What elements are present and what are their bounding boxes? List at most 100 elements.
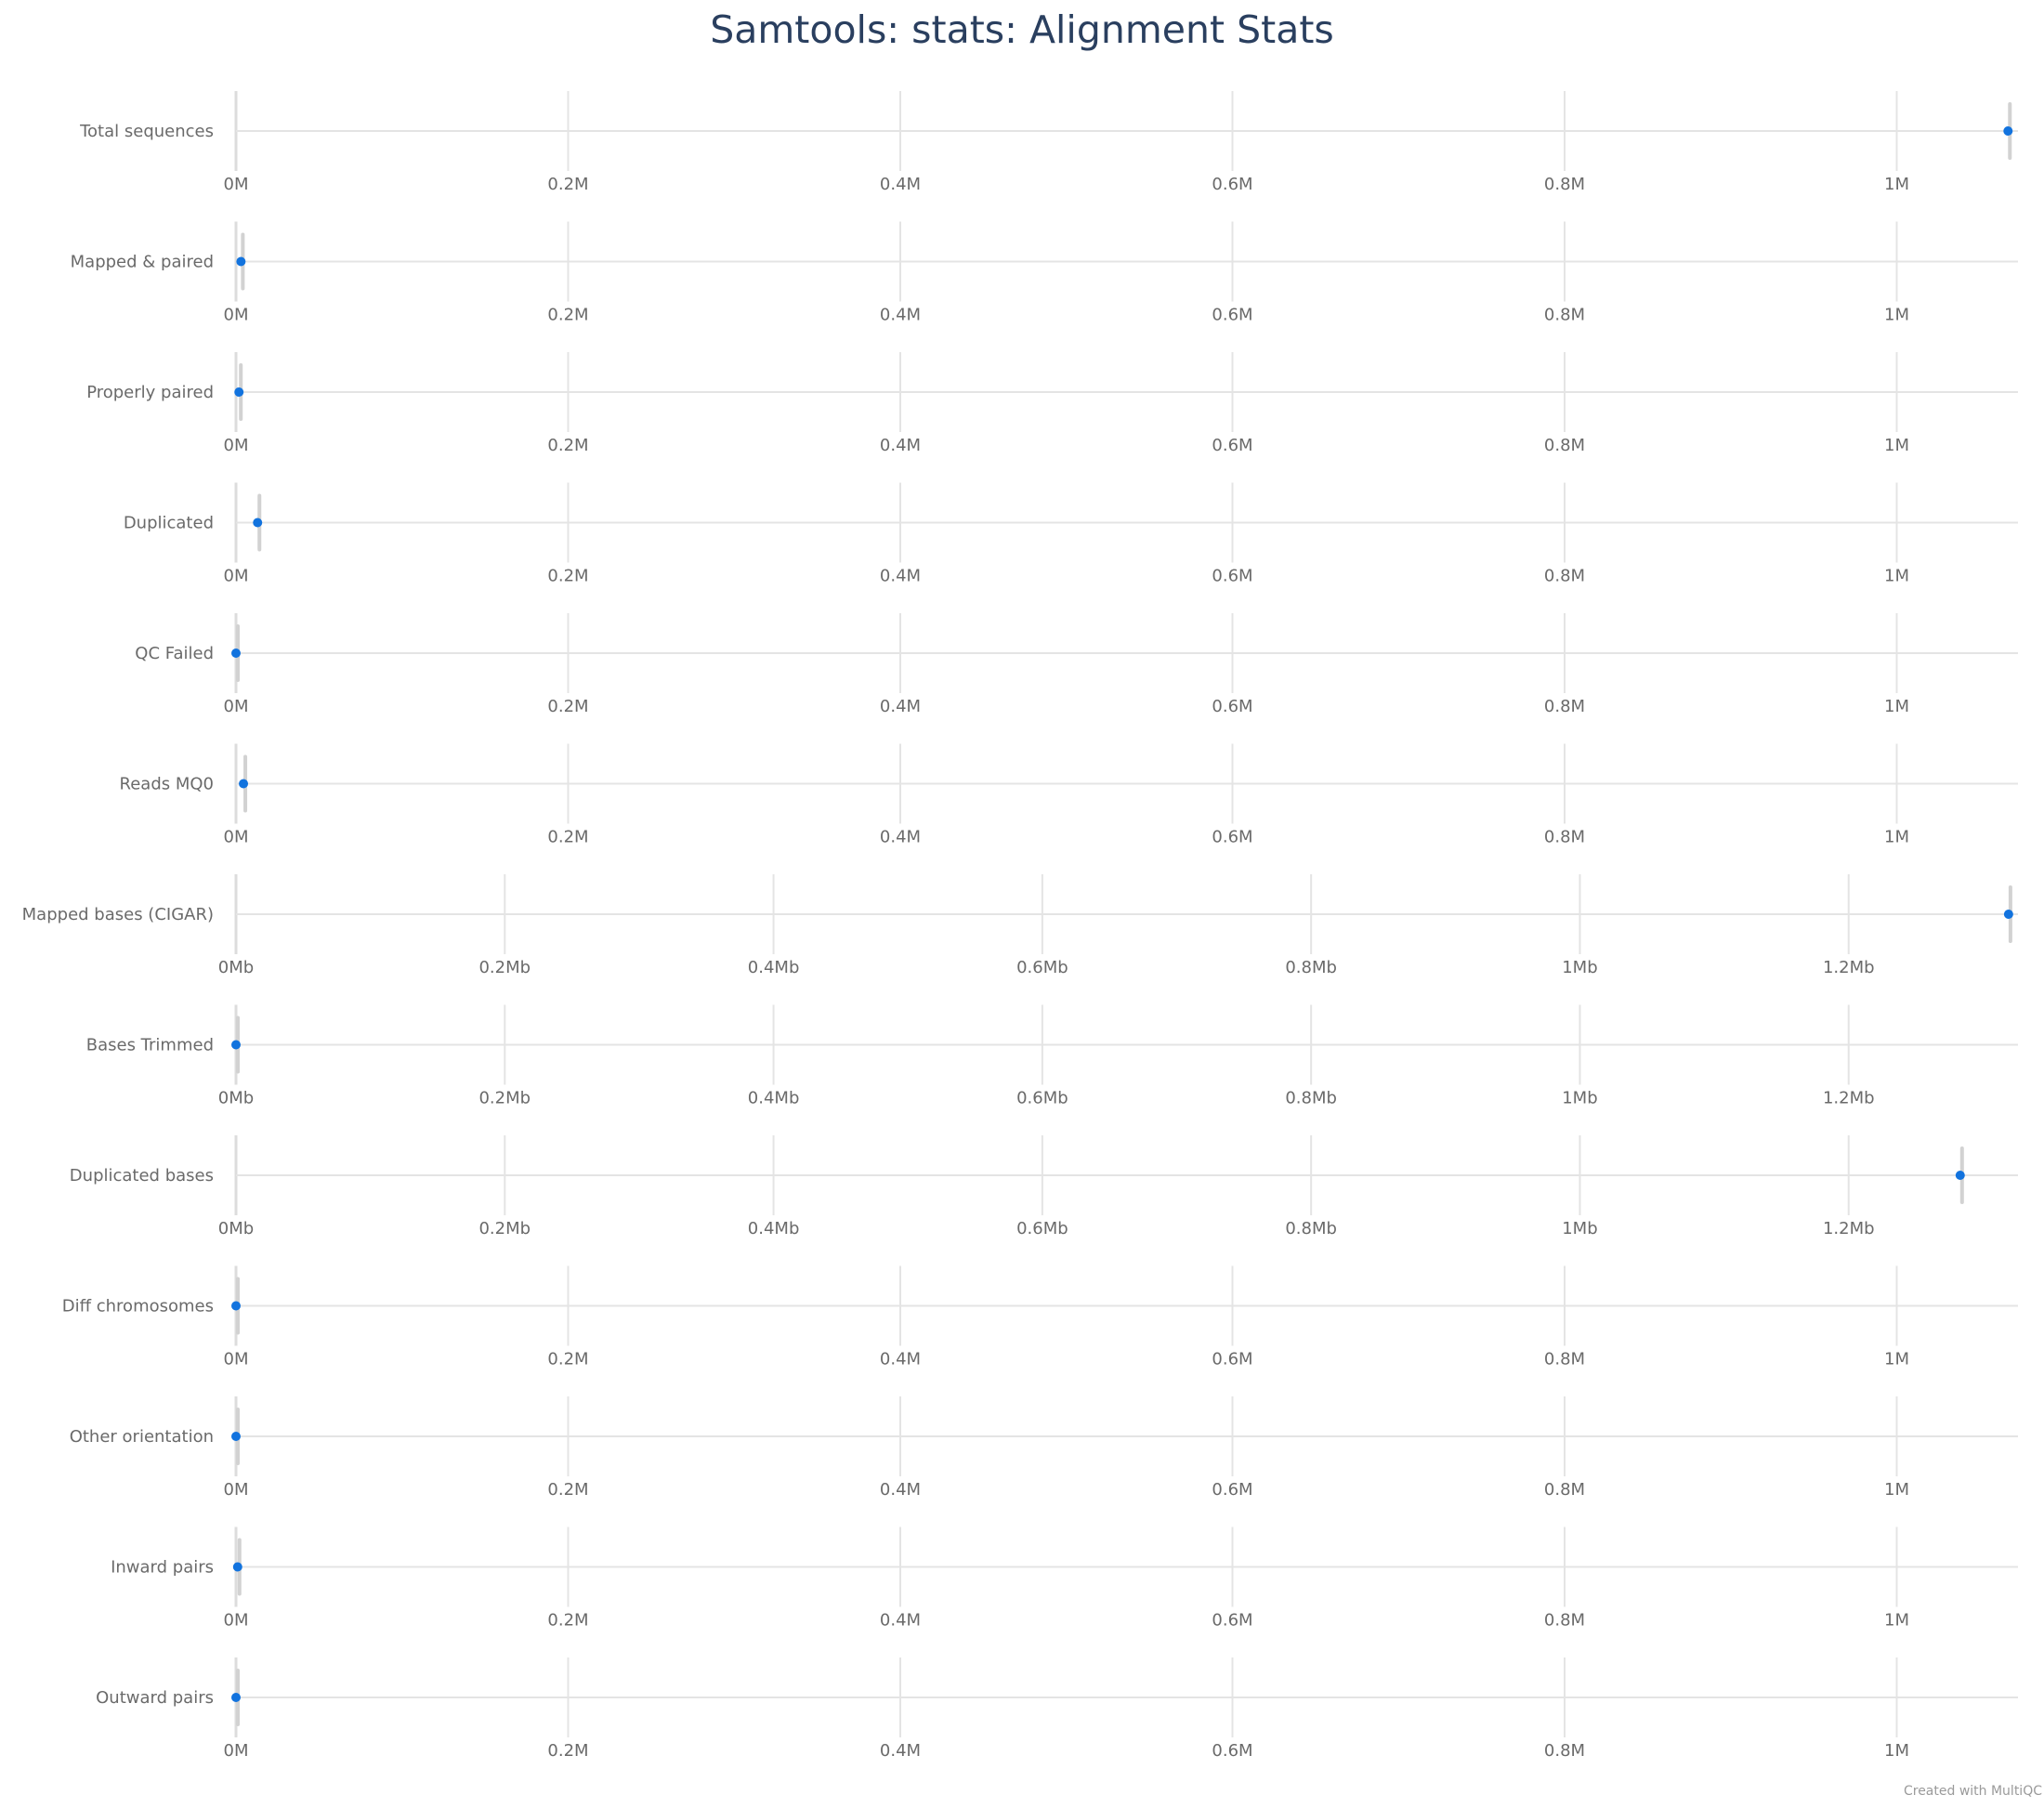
metric-row: 0M 0.2M 0.4M 0.6M 0.8M 1M Diff chromosomes [62, 1265, 2018, 1369]
tick-label: 0.4Mb [748, 958, 800, 977]
tick-label: 0.2M [547, 828, 588, 847]
metric-row: 0M 0.2M 0.4M 0.6M 0.8M 1M Outward pairs [96, 1657, 2018, 1761]
data-point [231, 1301, 241, 1311]
tick-label: 0.4M [880, 1350, 921, 1369]
tick-label: 1Mb [1562, 1219, 1597, 1238]
data-point [231, 1432, 241, 1441]
data-point [2003, 126, 2013, 136]
tick-label: 1M [1884, 1350, 1909, 1369]
data-point [231, 649, 241, 658]
tick-label: 0.2Mb [478, 1089, 531, 1108]
tick-label: 1M [1884, 828, 1909, 847]
tick-label: 0.6M [1212, 306, 1252, 325]
row-label: Duplicated bases [70, 1166, 214, 1186]
tick-label: 0M [224, 306, 249, 325]
tick-label: 0M [224, 175, 249, 194]
tick-label: 0.2M [547, 436, 588, 455]
metric-row: 0M 0.2M 0.4M 0.6M 0.8M 1M Duplicated [124, 482, 2018, 586]
tick-label: 0.4Mb [748, 1219, 800, 1238]
tick-label: 0M [224, 828, 249, 847]
metric-row: 0M 0.2M 0.4M 0.6M 0.8M 1M Total sequences [79, 91, 2018, 194]
row-label: QC Failed [135, 644, 214, 663]
row-label: Total sequences [79, 122, 214, 141]
tick-label: 0M [224, 1480, 249, 1500]
metric-row: 0Mb 0.2Mb 0.4Mb 0.6Mb 0.8Mb 1Mb 1.2Mb Duplicate… [70, 1135, 2018, 1238]
tick-label: 0.8Mb [1285, 958, 1337, 977]
tick-label: 1M [1884, 175, 1909, 194]
tick-label: 1M [1884, 1480, 1909, 1500]
tick-label: 0.4M [880, 567, 921, 586]
metric-row: 0M 0.2M 0.4M 0.6M 0.8M 1M Reads MQ0 [120, 743, 2018, 847]
tick-label: 0.4M [880, 1611, 921, 1631]
row-label: Bases Trimmed [86, 1036, 214, 1055]
tick-label: 0.8M [1544, 1741, 1585, 1761]
metric-row: 0Mb 0.2Mb 0.4Mb 0.6Mb 0.8Mb 1Mb 1.2Mb Mapped ba… [22, 874, 2018, 977]
data-point [234, 387, 244, 397]
tick-label: 0.6M [1212, 1741, 1252, 1761]
row-label: Outward pairs [96, 1688, 214, 1708]
metric-row: 0M 0.2M 0.4M 0.6M 0.8M 1M Other orientation [70, 1396, 2018, 1500]
tick-label: 1M [1884, 306, 1909, 325]
tick-label: 0.2M [547, 1480, 588, 1500]
metric-row: 0M 0.2M 0.4M 0.6M 0.8M 1M Mapped & paired [71, 221, 2018, 325]
tick-label: 0.8M [1544, 697, 1585, 716]
metric-row: 0M 0.2M 0.4M 0.6M 0.8M 1M Inward pairs [111, 1526, 2018, 1631]
row-label: Mapped bases (CIGAR) [22, 905, 214, 924]
tick-label: 1Mb [1562, 1089, 1597, 1108]
tick-label: 1M [1884, 436, 1909, 455]
tick-label: 0.6Mb [1016, 958, 1068, 977]
row-label: Duplicated [124, 514, 214, 533]
tick-label: 0.8M [1544, 567, 1585, 586]
tick-label: 0.6M [1212, 1611, 1252, 1631]
tick-label: 0.4Mb [748, 1089, 800, 1108]
tick-label: 0.2M [547, 175, 588, 194]
tick-label: 0.6M [1212, 1480, 1252, 1500]
tick-label: 0.4M [880, 1741, 921, 1761]
tick-label: 0.8M [1544, 1480, 1585, 1500]
tick-label: 0.2Mb [478, 1219, 531, 1238]
data-point [231, 1693, 241, 1702]
tick-label: 0.6M [1212, 1350, 1252, 1369]
row-label: Other orientation [70, 1427, 214, 1447]
tick-label: 0.2M [547, 697, 588, 716]
data-point [239, 779, 249, 789]
tick-label: 0.8M [1544, 828, 1585, 847]
tick-label: 0Mb [218, 1219, 254, 1238]
tick-label: 0M [224, 567, 249, 586]
tick-label: 0.2M [547, 1741, 588, 1761]
tick-label: 0.4M [880, 436, 921, 455]
tick-label: 0.8M [1544, 175, 1585, 194]
tick-label: 0.6Mb [1016, 1089, 1068, 1108]
row-label: Reads MQ0 [120, 775, 214, 794]
tick-label: 1.2Mb [1823, 1089, 1875, 1108]
tick-label: 0M [224, 436, 249, 455]
data-point [253, 518, 263, 528]
tick-label: 0.6M [1212, 828, 1252, 847]
data-point [236, 256, 246, 267]
tick-label: 0.4M [880, 175, 921, 194]
tick-label: 0.6M [1212, 436, 1252, 455]
tick-label: 0.6M [1212, 175, 1252, 194]
tick-label: 0.2Mb [478, 958, 531, 977]
tick-label: 1.2Mb [1823, 1219, 1875, 1238]
metric-row: 0Mb 0.2Mb 0.4Mb 0.6Mb 0.8Mb 1Mb 1.2Mb Bases Tri… [86, 1004, 2018, 1108]
tick-label: 0.8Mb [1285, 1219, 1337, 1238]
tick-label: 0.8M [1544, 436, 1585, 455]
tick-label: 1M [1884, 567, 1909, 586]
tick-label: 0.4M [880, 306, 921, 325]
tick-label: 0.8Mb [1285, 1089, 1337, 1108]
tick-label: 1.2Mb [1823, 958, 1875, 977]
tick-label: 0.6M [1212, 567, 1252, 586]
tick-label: 0M [224, 1350, 249, 1369]
tick-label: 0Mb [218, 958, 254, 977]
tick-label: 0M [224, 1741, 249, 1761]
tick-label: 1Mb [1562, 958, 1597, 977]
data-point [2003, 910, 2013, 919]
tick-label: 0.8M [1544, 306, 1585, 325]
row-label: Mapped & paired [71, 253, 214, 272]
tick-label: 0.6M [1212, 697, 1252, 716]
chart-title: Samtools: stats: Alignment Stats [710, 7, 1334, 52]
tick-label: 0.4M [880, 828, 921, 847]
